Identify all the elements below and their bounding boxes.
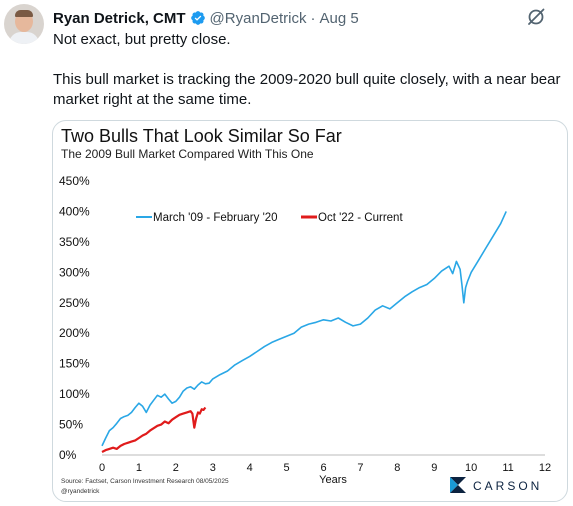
chart-subtitle: The 2009 Bull Market Compared With This … <box>61 147 314 161</box>
y-tick-label: 450% <box>59 174 90 188</box>
carson-logo-text: CARSON <box>473 479 542 493</box>
x-tick-label: 12 <box>539 462 551 474</box>
chart-svg: Two Bulls That Look Similar So Far The 2… <box>59 126 551 495</box>
chart-source: Source: Factset, Carson Investment Resea… <box>61 478 229 485</box>
chart-credit: @ryandetrick <box>61 488 100 495</box>
y-tick-label: 50% <box>59 418 83 432</box>
avatar-shirt <box>9 32 39 44</box>
y-tick-label: 150% <box>59 357 90 371</box>
tweet-date[interactable]: Aug 5 <box>319 9 359 27</box>
x-tick-label: 6 <box>320 462 326 474</box>
chart-legend: March '09 - February '20 Oct '22 - Curren… <box>136 212 403 224</box>
avatar[interactable] <box>4 4 44 44</box>
y-tick-label: 250% <box>59 296 90 310</box>
x-tick-label: 8 <box>394 462 400 474</box>
x-tick-label: 2 <box>173 462 179 474</box>
tweet-text-line1: Not exact, but pretty close. <box>53 31 231 48</box>
legend-label: March '09 - February '20 <box>153 212 278 224</box>
series-layer <box>101 211 507 453</box>
chart-title: Two Bulls That Look Similar So Far <box>61 126 342 146</box>
y-tick-label: 400% <box>59 204 90 218</box>
x-tick-label: 11 <box>502 462 513 474</box>
y-tick-label: 200% <box>59 326 90 340</box>
y-tick-label: 300% <box>59 265 90 279</box>
x-tick-label: 7 <box>357 462 363 474</box>
chart-image[interactable]: Two Bulls That Look Similar So Far The 2… <box>52 120 568 502</box>
x-tick-label: 9 <box>431 462 437 474</box>
legend-label: Oct '22 - Current <box>318 212 403 224</box>
carson-logo-icon <box>450 477 466 493</box>
verified-badge-icon[interactable] <box>190 10 206 26</box>
tweet-text-line2: This bull market is tracking the 2009-20… <box>53 71 561 108</box>
y-tick-label: 100% <box>59 387 90 401</box>
series-line-blue <box>101 211 507 447</box>
author-name[interactable]: Ryan Detrick, CMT <box>53 9 186 27</box>
separator-dot: · <box>310 9 316 27</box>
x-axis-ticks: 0 1 2 3 4 5 6 7 8 9 10 11 12 <box>99 462 551 474</box>
tweet-header: Ryan Detrick, CMT @RyanDetrick · Aug 5 <box>53 8 533 28</box>
avatar-hair <box>15 10 33 17</box>
author-handle[interactable]: @RyanDetrick <box>209 9 307 27</box>
y-tick-label: 350% <box>59 235 90 249</box>
x-tick-label: 1 <box>136 462 142 474</box>
x-tick-label: 5 <box>284 462 290 474</box>
x-tick-label: 4 <box>247 462 253 474</box>
x-tick-label: 0 <box>99 462 105 474</box>
x-tick-label: 3 <box>210 462 216 474</box>
series-line-red <box>101 406 207 453</box>
x-axis-label: Years <box>319 474 347 486</box>
y-tick-label: 0% <box>59 448 77 462</box>
grok-slash-icon[interactable] <box>525 6 547 28</box>
x-tick-label: 10 <box>465 462 477 474</box>
y-axis-ticks: 0% 50% 100% 150% 200% 250% 300% 350% 400% 450% <box>59 174 90 462</box>
